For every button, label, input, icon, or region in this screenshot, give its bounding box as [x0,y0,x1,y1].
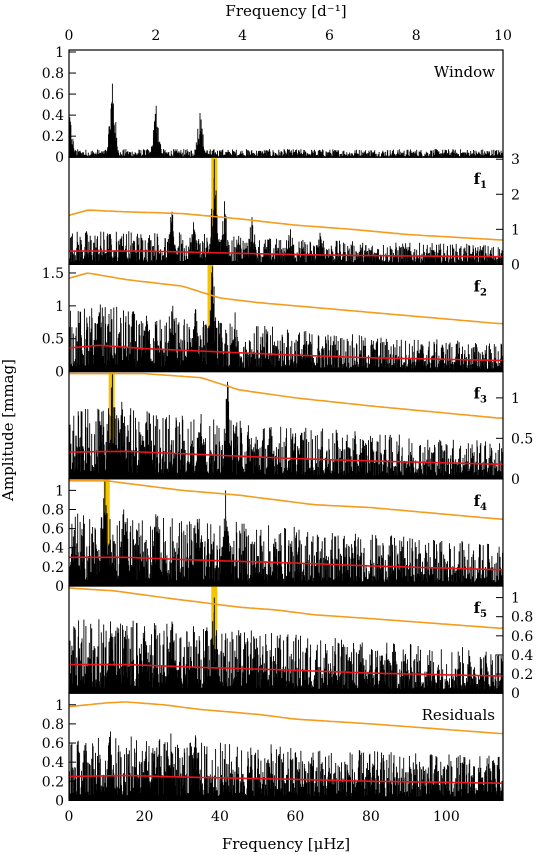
y-tick-label: 0 [55,365,64,381]
significance-curve-orange [68,587,503,629]
y-tick-label: 1.5 [42,266,64,282]
y-tick-label: 1 [511,391,520,407]
bottom-tick-label: 100 [433,809,460,825]
y-tick-label: 0.2 [42,560,64,576]
y-tick-label: 0.8 [42,502,64,518]
y-tick-label: 0.8 [42,717,64,733]
noise-curve-red [68,450,503,465]
significance-curve-orange [68,209,503,241]
noise-curve-red [68,344,503,362]
y-tick-label: 0 [55,793,64,809]
y-tick-label: 0.2 [42,129,64,145]
panel-label: f5 [474,599,487,620]
y-axis-label: Amplitude [mmag] [0,359,17,502]
panel-label: f3 [474,385,487,406]
y-tick-label: 0.5 [511,431,533,447]
panel-label: f2 [474,277,487,298]
bottom-axis-label: Frequency [μHz] [222,835,350,853]
y-tick-label: 0 [55,579,64,595]
y-tick-label: 0.4 [42,108,64,124]
bottom-tick-label: 20 [136,809,154,825]
y-tick-label: 3 [511,152,520,168]
top-tick-label: 0 [65,28,74,44]
bottom-tick-label: 40 [211,809,229,825]
y-tick-label: 1 [55,45,64,61]
panel-2: 3 2 1 0 f1 [68,152,520,273]
top-tick-label: 4 [238,28,247,44]
y-tick-label: 0.6 [511,629,533,645]
y-tick-label: 1 [55,698,64,714]
y-tick-label: 0.2 [511,667,533,683]
panel-5: 1 0.8 0.6 0.4 0.2 0 f4 [42,478,504,595]
noise-curve-red [69,250,503,258]
y-tick-label: 0.2 [42,774,64,790]
bottom-tick-label: 60 [287,809,305,825]
panel-1: 1 0.8 0.6 0.4 0.2 0 Window [42,45,504,166]
y-tick-label: 1 [55,483,64,499]
panel-3: 1.5 1 0.5 0 f2 [42,263,504,381]
top-tick-label: 2 [151,28,160,44]
y-tick-label: 0 [511,472,520,488]
significance-curve-orange [68,272,503,325]
panel-label: Residuals [422,706,495,724]
y-tick-label: 0.4 [42,541,64,557]
significance-curve-orange [68,701,503,735]
bottom-tick-label: 0 [65,809,74,825]
noise-curve-red [69,556,503,571]
noise-curve-red [68,774,503,784]
noise-curve-red [69,663,503,677]
y-tick-label: 0.4 [511,648,533,664]
y-tick-label: 1 [511,222,520,238]
top-tick-label: 6 [325,28,334,44]
significance-curve-orange [69,372,503,419]
y-tick-label: 0.6 [42,736,64,752]
top-axis-label: Frequency [d⁻¹] [225,2,346,20]
panel-4: 1 0.5 0 f3 [68,371,533,488]
panel-label: Window [434,63,495,81]
panel-label: f1 [474,170,487,191]
panel-6: 1 0.8 0.6 0.4 0.2 0 f5 [68,585,533,702]
panel-label: f4 [474,492,487,513]
y-tick-label: 0.6 [42,522,64,538]
amplitude-spectrum [68,480,504,586]
y-tick-label: 0.5 [42,332,64,348]
y-tick-label: 1 [511,591,520,607]
y-tick-label: 0 [511,257,520,273]
y-tick-label: 0.4 [42,755,64,771]
top-axis: Frequency [d⁻¹] 0 2 4 6 8 10 [65,2,512,44]
top-tick-label: 8 [412,28,421,44]
amplitude-spectrum [68,731,504,801]
y-tick-label: 2 [511,187,520,203]
bottom-tick-label: 80 [362,809,380,825]
panels: 1 0.8 0.6 0.4 0.2 0 Window 3 2 1 0 f1 1.5 1 0.5 0 f2 1 0.5… [42,45,534,809]
y-tick-label: 1 [55,299,64,315]
top-tick-label: 10 [494,28,512,44]
significance-curve-orange [69,480,503,520]
y-tick-label: 0 [55,150,64,166]
panel-frame [68,692,504,802]
y-tick-label: 0.8 [511,610,533,626]
y-tick-label: 0.6 [42,87,64,103]
y-tick-label: 0.8 [42,66,64,82]
y-tick-label: 0 [511,686,520,702]
amplitude-spectrum [68,83,504,158]
panel-7: 1 0.8 0.6 0.4 0.2 0 Residuals [42,692,504,809]
